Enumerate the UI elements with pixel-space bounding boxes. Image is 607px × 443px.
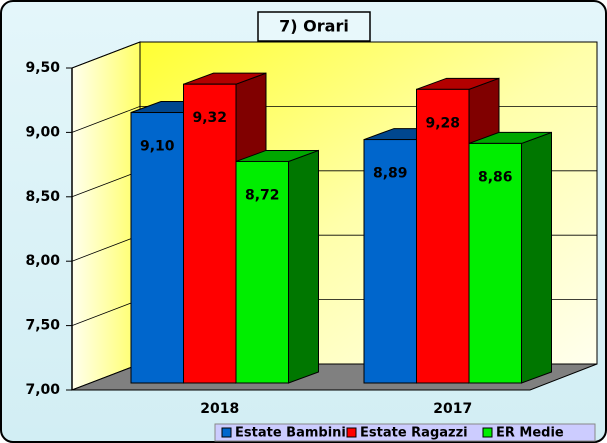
chart-title: 7) Orari: [279, 17, 349, 36]
bar-side: [521, 131, 552, 384]
x-tick-label: 2017: [433, 401, 472, 417]
data-label: 8,86: [478, 169, 513, 185]
bar: [363, 139, 417, 384]
legend-label: ER Medie: [496, 426, 564, 441]
bar: [416, 88, 470, 384]
legend-swatch: [221, 427, 232, 438]
title-box: [257, 11, 371, 42]
bar-side: [288, 149, 319, 384]
bar: [468, 142, 522, 384]
x-tick-label: 2018: [200, 401, 239, 417]
side-wall: [71, 41, 141, 391]
legend-swatch: [346, 427, 357, 438]
legend-swatch: [482, 427, 493, 438]
data-label: 9,10: [140, 139, 175, 155]
y-tick-label: 8,00: [25, 253, 60, 269]
bar: [130, 112, 184, 384]
grid-line: [71, 106, 141, 133]
data-label: 8,89: [373, 166, 408, 182]
legend: [214, 423, 596, 442]
grid-line: [71, 41, 141, 69]
y-tick-label: 9,00: [25, 124, 60, 140]
bar: [183, 83, 237, 384]
legend-label: Estate Bambini: [235, 426, 346, 441]
y-tick-label: 7,00: [25, 382, 60, 398]
y-tick-label: 8,50: [25, 189, 60, 205]
y-tick-label: 9,50: [25, 60, 60, 76]
grid-line: [71, 170, 141, 198]
y-tick-label: 7,50: [25, 318, 60, 334]
bar: [235, 160, 289, 384]
data-label: 9,28: [425, 115, 460, 131]
data-label: 8,72: [245, 187, 280, 203]
grid-line: [71, 234, 141, 262]
legend-label: Estate Ragazzi: [360, 426, 468, 441]
grid-line: [71, 299, 141, 326]
data-label: 9,32: [192, 110, 227, 126]
